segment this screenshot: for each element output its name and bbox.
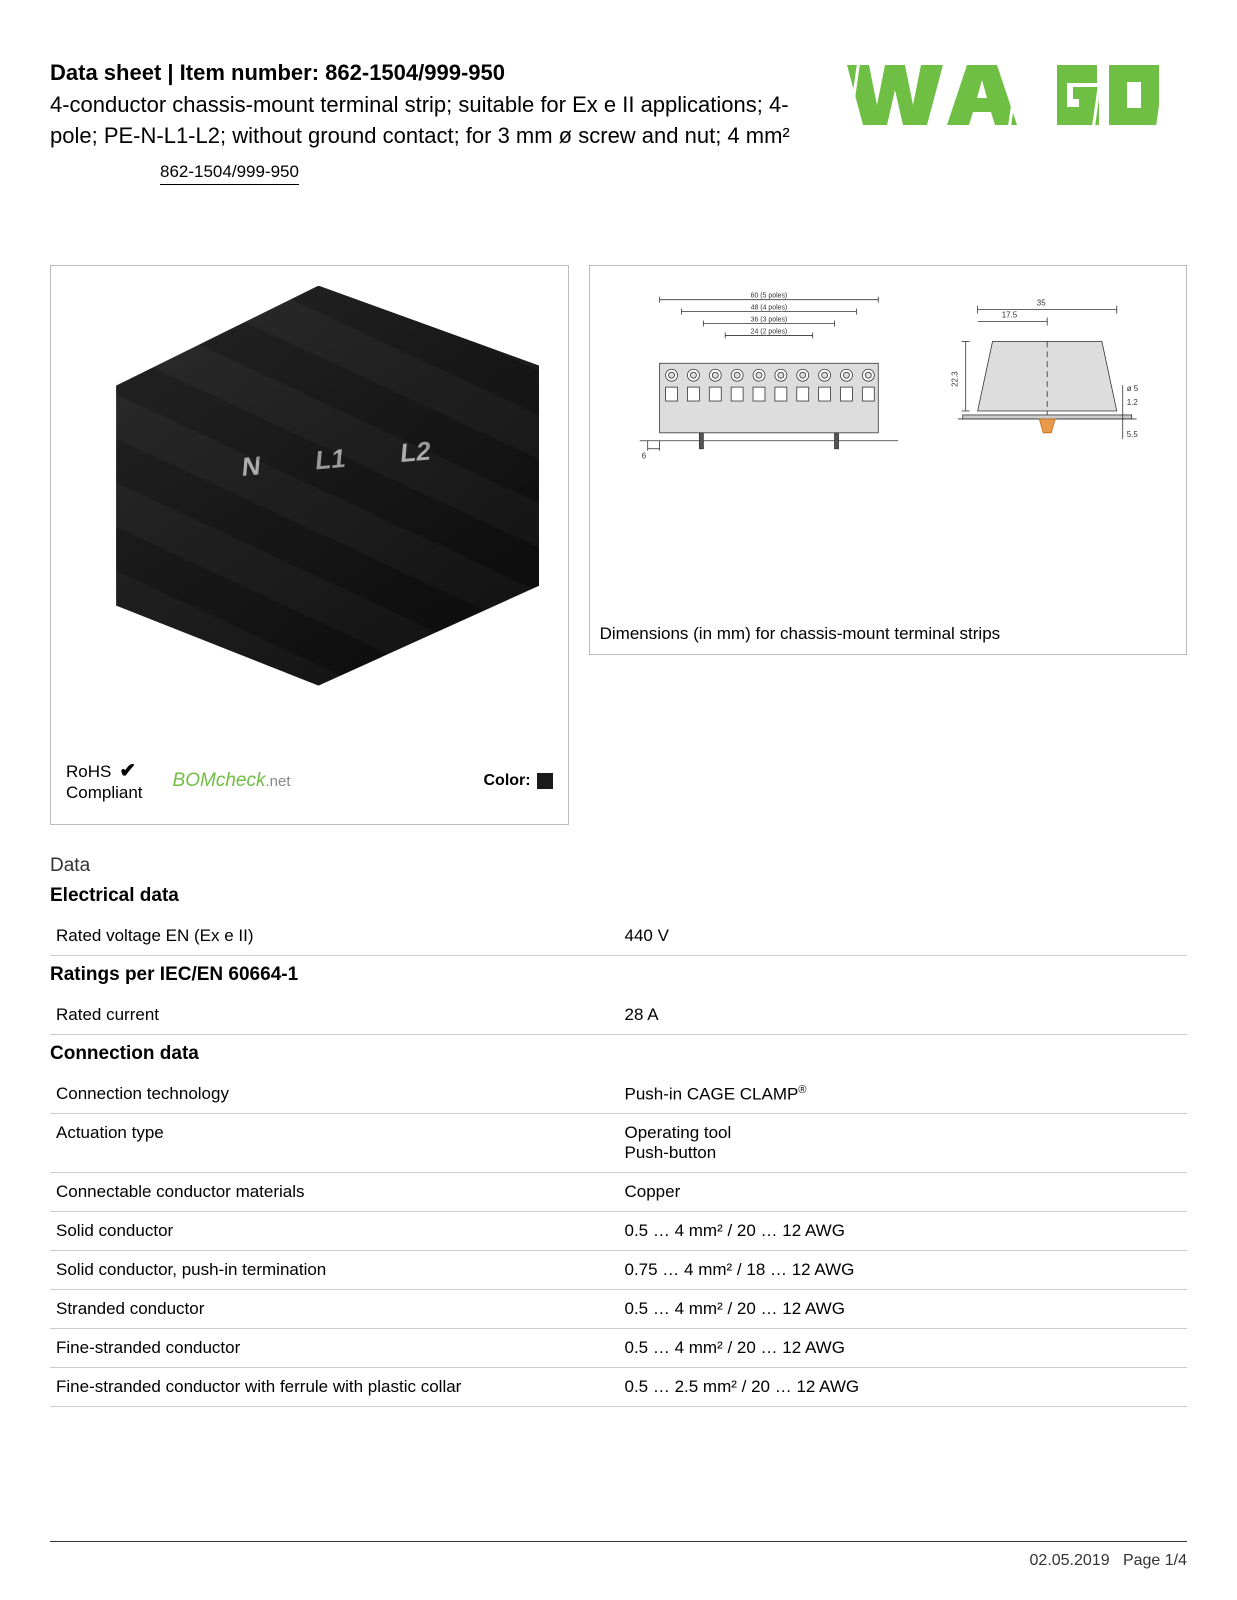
product-image-box: N L1 L2 RoHS ✔ Compliant BOMcheck.net Col… — [50, 265, 569, 825]
table-row: Stranded conductor0.5 … 4 mm² / 20 … 12 … — [50, 1290, 1187, 1329]
data-heading: Data — [50, 855, 1187, 877]
dimension-diagram: 60 (5 poles) 48 (4 poles) 36 (3 poles) 24 (… — [600, 276, 1176, 536]
dim-label: 22.3 — [950, 370, 959, 386]
row-label: Fine-stranded conductor — [50, 1329, 619, 1368]
footer-date: 02.05.2019 — [1030, 1552, 1110, 1569]
dim-label: 6 — [641, 451, 646, 460]
subtitle: 4-conductor chassis-mount terminal strip… — [50, 90, 807, 152]
rohs-badge: RoHS ✔ Compliant — [66, 759, 143, 803]
table-row: Solid conductor0.5 … 4 mm² / 20 … 12 AWG — [50, 1212, 1187, 1251]
row-label: Rated current — [50, 996, 619, 1035]
table-row: Rated current28 A — [50, 996, 1187, 1035]
terminal-label: L2 — [399, 435, 432, 469]
dim-label: 5.5 — [1126, 429, 1138, 438]
terminal-label: N — [241, 450, 262, 483]
dimension-diagram-box: 60 (5 poles) 48 (4 poles) 36 (3 poles) 24 (… — [589, 265, 1187, 655]
diagram-caption: Dimensions (in mm) for chassis-mount ter… — [600, 624, 1001, 644]
dim-label: 24 (2 poles) — [750, 328, 787, 335]
item-number: 862-1504/999-950 — [325, 60, 505, 85]
table-row: Fine-stranded conductor with ferrule wit… — [50, 1368, 1187, 1407]
table-row: Solid conductor, push-in termination0.75… — [50, 1251, 1187, 1290]
dim-label: 60 (5 poles) — [750, 292, 787, 299]
color-text: Color: — [484, 772, 531, 790]
bomcheck-badge: BOMcheck.net — [173, 770, 291, 792]
header: Data sheet | Item number: 862-1504/999-9… — [50, 60, 1187, 185]
row-value: Copper — [619, 1173, 1188, 1212]
footer-page: Page 1/4 — [1123, 1552, 1187, 1569]
row-label: Fine-stranded conductor with ferrule wit… — [50, 1368, 619, 1407]
row-value: 0.75 … 4 mm² / 18 … 12 AWG — [619, 1251, 1188, 1290]
row-label: Rated voltage EN (Ex e II) — [50, 917, 619, 956]
item-number-link[interactable]: 862-1504/999-950 — [160, 162, 299, 185]
terminal-label — [186, 456, 189, 487]
header-text: Data sheet | Item number: 862-1504/999-9… — [50, 60, 847, 185]
row-label: Solid conductor, push-in termination — [50, 1251, 619, 1290]
data-table: Rated voltage EN (Ex e II)440 V — [50, 917, 1187, 956]
section-heading: Electrical data — [50, 885, 1187, 907]
row-value: 440 V — [619, 917, 1188, 956]
rohs-compliant: Compliant — [66, 783, 143, 802]
table-row: Actuation typeOperating toolPush-button — [50, 1114, 1187, 1173]
table-row: Connectable conductor materialsCopper — [50, 1173, 1187, 1212]
dim-label: 36 (3 poles) — [750, 316, 787, 323]
badges-row: RoHS ✔ Compliant BOMcheck.net Color: — [66, 759, 553, 803]
row-label: Connection technology — [50, 1075, 619, 1114]
item-label: Item number: — [180, 60, 319, 85]
datasheet-prefix: Data sheet — [50, 60, 161, 85]
terminal-labels: N L1 L2 — [79, 425, 540, 496]
product-render: N L1 L2 — [79, 286, 539, 686]
row-label: Connectable conductor materials — [50, 1173, 619, 1212]
data-table: Rated current28 A — [50, 996, 1187, 1035]
row-value: 28 A — [619, 996, 1188, 1035]
row-label: Stranded conductor — [50, 1290, 619, 1329]
registered-icon: ® — [798, 1084, 806, 1096]
dim-label: 1.2 — [1126, 398, 1138, 407]
images-row: N L1 L2 RoHS ✔ Compliant BOMcheck.net Col… — [50, 265, 1187, 825]
section-heading: Connection data — [50, 1043, 1187, 1065]
bomcheck-text: BOMcheck — [173, 770, 266, 791]
title-line: Data sheet | Item number: 862-1504/999-9… — [50, 60, 807, 86]
color-swatch — [537, 773, 553, 789]
check-icon: ✔ — [119, 760, 136, 782]
row-value: 0.5 … 2.5 mm² / 20 … 12 AWG — [619, 1368, 1188, 1407]
wago-logo — [847, 60, 1187, 135]
row-value: Push-in CAGE CLAMP® — [619, 1075, 1188, 1114]
dim-label: 17.5 — [1001, 310, 1017, 319]
table-row: Connection technologyPush-in CAGE CLAMP® — [50, 1075, 1187, 1114]
color-label: Color: — [484, 772, 553, 790]
terminal-label: L1 — [314, 442, 347, 476]
table-row: Rated voltage EN (Ex e II)440 V — [50, 917, 1187, 956]
rohs-text: RoHS — [66, 762, 111, 781]
section-heading: Ratings per IEC/EN 60664-1 — [50, 964, 1187, 986]
table-row: Fine-stranded conductor0.5 … 4 mm² / 20 … — [50, 1329, 1187, 1368]
row-value: 0.5 … 4 mm² / 20 … 12 AWG — [619, 1212, 1188, 1251]
row-value: Operating toolPush-button — [619, 1114, 1188, 1173]
dim-label: ø 5 — [1126, 384, 1138, 393]
row-value: 0.5 … 4 mm² / 20 … 12 AWG — [619, 1329, 1188, 1368]
row-value: 0.5 … 4 mm² / 20 … 12 AWG — [619, 1290, 1188, 1329]
bomcheck-suffix: .net — [265, 773, 290, 790]
row-label: Actuation type — [50, 1114, 619, 1173]
dim-label: 48 (4 poles) — [750, 304, 787, 311]
title-sep: | — [161, 60, 179, 85]
row-label: Solid conductor — [50, 1212, 619, 1251]
data-table: Connection technologyPush-in CAGE CLAMP®… — [50, 1075, 1187, 1408]
dim-label: 35 — [1036, 298, 1045, 307]
footer: 02.05.2019 Page 1/4 — [50, 1541, 1187, 1570]
